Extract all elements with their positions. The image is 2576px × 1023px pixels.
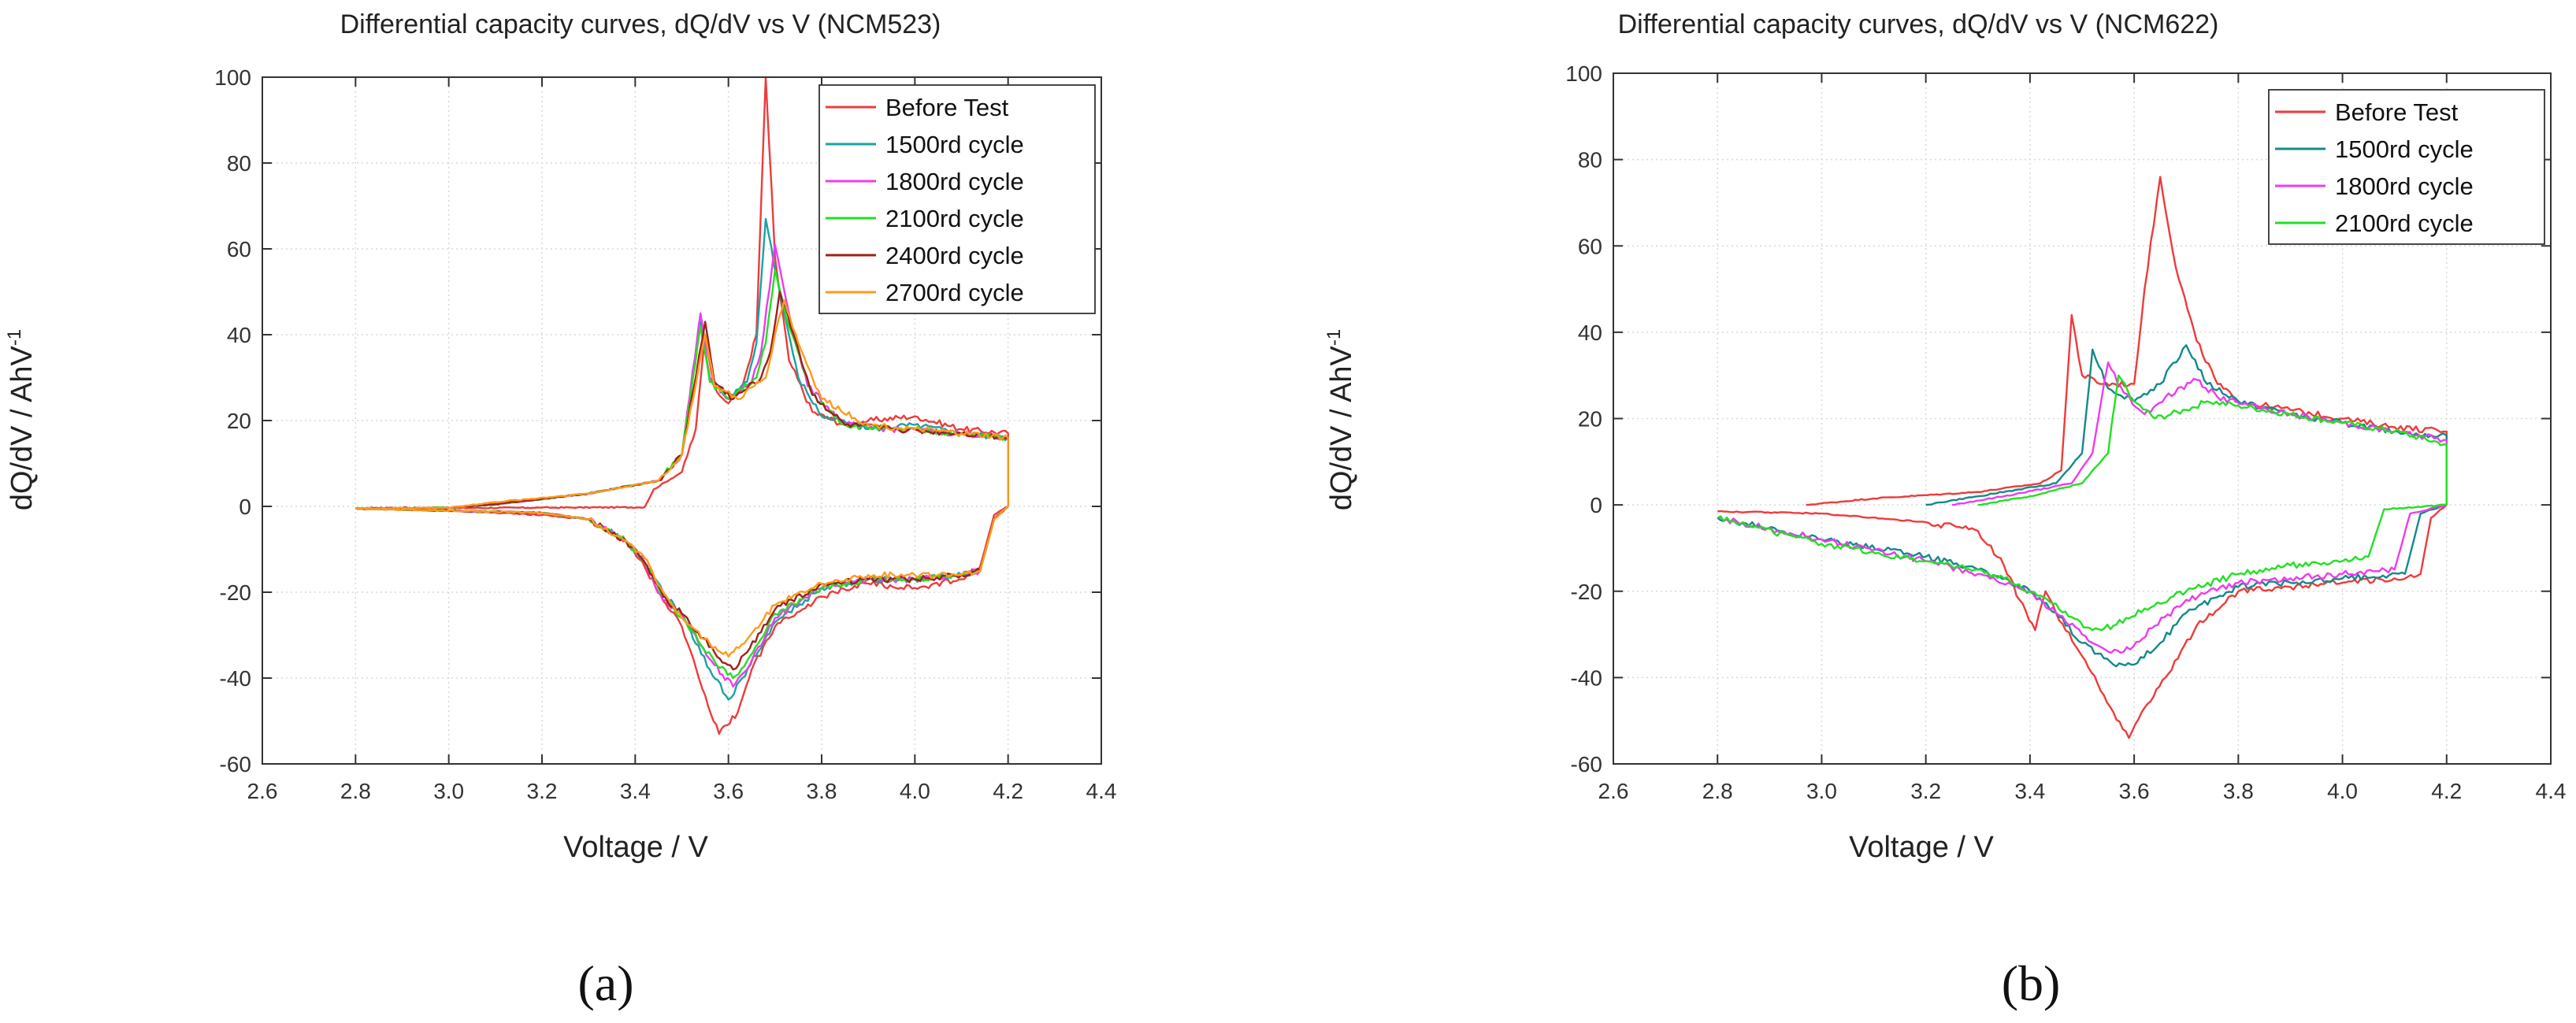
x-tick-label: 3.2 [1910,779,1941,803]
y-tick-label: -40 [220,666,251,691]
chart-title: Differential capacity curves, dQ/dV vs V… [340,9,941,39]
y-tick-label: 60 [1578,234,1602,258]
y-tick-label: 20 [1578,407,1602,432]
series-line-discharge [355,506,1009,688]
plot-area: 2.6 2.8 3.0 3.2 3.4 3.6 3.8 4.0 4.2 4.4 -60 -40 -20 0… [214,65,1116,803]
x-tick-label: 3.4 [620,779,651,803]
y-tick-label: 20 [227,409,251,433]
x-axis-label: Voltage / V [1849,831,1994,864]
x-tick-label: 3.6 [2119,779,2150,803]
legend-label: 2100rd cycle [885,205,1024,232]
series-line-discharge [1717,503,2447,632]
x-tick-label: 4.2 [2431,779,2462,803]
series-line-discharge [1717,503,2448,654]
legend-label: 2100rd cycle [2335,209,2474,237]
y-tick-label: 0 [239,495,251,519]
y-tick-label: 100 [214,65,251,90]
x-tick-label: 3.8 [807,779,837,803]
x-tick-label: 3.6 [713,779,744,803]
chart-title: Differential capacity curves, dQ/dV vs V… [1618,9,2219,39]
x-tick-label: 3.4 [2014,779,2045,803]
legend-label: Before Test [885,94,1009,121]
y-tick-label: -20 [220,580,251,605]
series-line-charge [1925,344,2448,506]
x-tick-label: 4.4 [1086,779,1117,803]
y-tick-label: 0 [1590,493,1602,517]
x-tick-label: 3.8 [2223,779,2254,803]
legend-label: 1800rd cycle [2335,172,2474,200]
y-tick-label: 40 [227,323,251,347]
x-tick-label: 4.0 [2327,779,2358,803]
x-tick-label: 3.0 [1806,779,1837,803]
y-tick-label: -60 [1571,752,1602,777]
y-tick-label: -60 [220,752,251,777]
x-tick-label: 4.0 [900,779,930,803]
ylabel-group: dQ/dV / AhV-1 [1323,329,1358,510]
y-axis-label: dQ/dV / AhV-1 [4,329,39,510]
x-tick-label: 3.0 [433,779,464,803]
chart-panel-a: Differential capacity curves, dQ/dV vs V… [4,9,1116,1011]
y-tick-label: 80 [1578,148,1602,172]
series-line-charge [355,299,1009,510]
x-axis-label: Voltage / V [563,831,708,864]
series-line-charge [1806,176,2448,506]
x-tick-label: 4.2 [993,779,1023,803]
figure-caption: (b) [2002,955,2061,1011]
legend-label: 1800rd cycle [885,168,1024,195]
x-tick-label: 2.6 [1598,779,1629,803]
series-line-discharge [355,506,1009,671]
legend: Before Test 1500rd cycle 1800rd cycle 2100r… [2268,89,2545,245]
x-tick-label: 2.6 [247,779,278,803]
series-line-charge [1951,361,2448,506]
legend: Before Test 1500rd cycle 1800rd cycle 2100r… [818,84,1096,314]
chart-panel-b: Differential capacity curves, dQ/dV vs V… [1323,9,2566,1011]
series-line-charge [355,76,1009,510]
plot-area: 2.6 2.8 3.0 3.2 3.4 3.6 3.8 4.0 4.2 4.4 -60 -40 -20 0… [1565,61,2566,803]
x-tick-label: 3.2 [527,779,558,803]
series-line-charge [1977,374,2448,506]
legend-label: 1500rd cycle [885,131,1024,158]
series-line-charge [355,291,1009,510]
x-tick-label: 2.8 [340,779,371,803]
ylabel-group: dQ/dV / AhV-1 [4,329,39,510]
legend-label: 2700rd cycle [885,279,1024,306]
legend-label: 2400rd cycle [885,242,1024,269]
y-axis-label: dQ/dV / AhV-1 [1323,329,1358,510]
series-line-discharge [1717,504,2448,739]
series-line-discharge [355,506,1009,658]
x-tick-label: 4.4 [2536,779,2567,803]
series-line-discharge [355,505,1009,736]
y-tick-label: 60 [227,237,251,261]
legend-box [2268,89,2545,245]
legend-box [818,84,1096,314]
figure-caption: (a) [577,955,633,1011]
series-line-discharge [355,506,1009,701]
x-tick-label: 2.8 [1702,779,1733,803]
series-line-discharge [1717,504,2448,668]
y-tick-label: 80 [227,151,251,176]
y-tick-label: -40 [1571,665,1602,690]
y-tick-label: 40 [1578,321,1602,345]
y-tick-label: -20 [1571,580,1602,604]
y-tick-label: 100 [1565,61,1602,86]
legend-label: 1500rd cycle [2335,135,2474,163]
legend-label: Before Test [2335,98,2459,126]
